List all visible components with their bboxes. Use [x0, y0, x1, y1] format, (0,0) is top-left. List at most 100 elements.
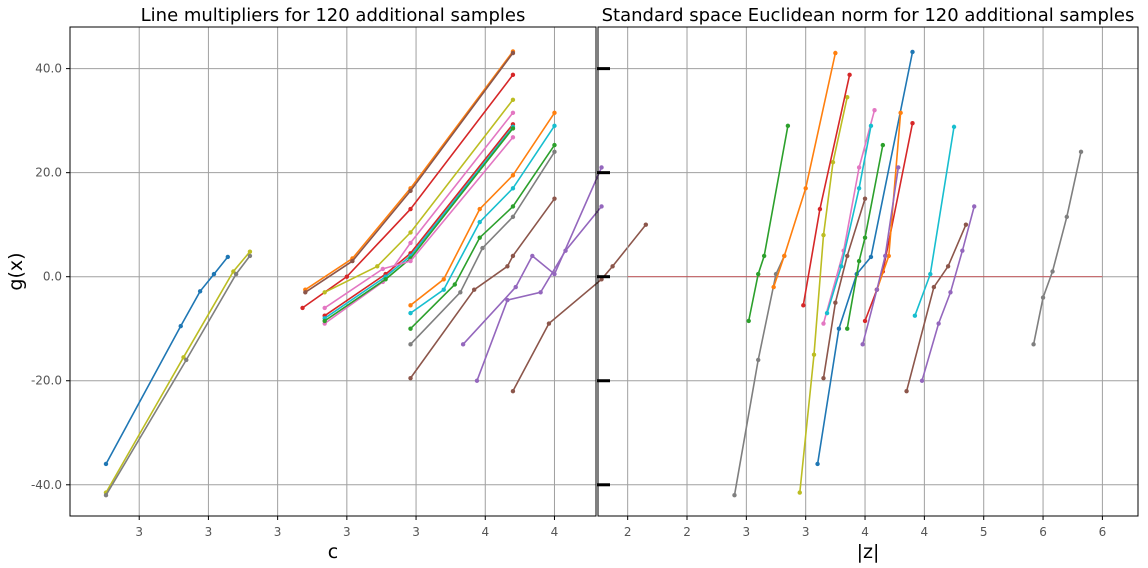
data-point — [1050, 269, 1055, 274]
y-tick-label: -20.0 — [31, 374, 62, 388]
data-point — [845, 326, 850, 331]
data-point — [477, 219, 482, 225]
x-tick-label: 4 — [481, 525, 489, 539]
data-point — [184, 357, 189, 363]
data-point — [408, 206, 413, 212]
data-point — [552, 271, 557, 277]
data-point — [510, 388, 516, 394]
x-tick-label: 3 — [802, 525, 810, 539]
data-point — [510, 72, 516, 78]
x-tick-label: 3 — [343, 525, 351, 539]
data-point — [599, 204, 604, 209]
series-line-s14 — [861, 167, 900, 345]
data-point — [505, 264, 510, 269]
data-point — [505, 297, 510, 303]
data-point — [945, 264, 951, 269]
data-point — [868, 254, 874, 260]
data-point — [510, 173, 516, 178]
data-point — [510, 186, 516, 191]
data-point — [322, 318, 327, 324]
data-point — [477, 235, 482, 240]
data-point — [178, 323, 183, 329]
data-point — [344, 274, 350, 279]
data-point — [510, 126, 516, 131]
data-point — [247, 253, 253, 259]
series-line-s20 — [512, 224, 647, 392]
data-point — [530, 253, 535, 259]
data-point — [225, 254, 230, 260]
data-point — [862, 318, 868, 324]
data-point — [862, 235, 868, 240]
data-point — [513, 284, 518, 290]
x-tick-label: 2 — [683, 525, 691, 539]
series-line-s16 — [905, 224, 967, 392]
series-line-s9 — [324, 123, 514, 317]
y-tick-label: 20.0 — [35, 166, 62, 180]
x-axis-label: |z| — [857, 541, 880, 563]
chart-title: Standard space Euclidean norm for 120 ad… — [602, 5, 1135, 26]
x-tick-label: 3 — [412, 525, 420, 539]
data-point — [845, 253, 850, 259]
plot-frame — [69, 26, 597, 517]
series-line-s5 — [747, 125, 789, 322]
data-point — [815, 461, 820, 467]
data-point — [811, 352, 817, 357]
data-point — [303, 290, 308, 295]
data-point — [746, 318, 751, 324]
data-point — [803, 186, 808, 191]
data-point — [599, 277, 604, 282]
data-point — [910, 121, 915, 126]
data-point — [300, 305, 305, 311]
data-point — [904, 388, 909, 394]
data-point — [732, 492, 737, 498]
data-point — [510, 204, 516, 209]
data-point — [441, 277, 446, 282]
data-point — [375, 264, 380, 269]
plot-frame — [597, 26, 1139, 517]
data-point — [471, 287, 477, 292]
series-line-s9 — [864, 123, 914, 322]
data-point — [408, 310, 413, 316]
x-tick-label: 6 — [1099, 525, 1107, 539]
data-point — [408, 258, 413, 264]
data-point — [552, 110, 557, 116]
data-point — [856, 258, 862, 264]
data-point — [458, 290, 463, 295]
data-point — [931, 284, 937, 290]
data-point — [1078, 149, 1084, 155]
data-point — [546, 321, 552, 326]
data-point — [910, 49, 915, 55]
series-line-s4 — [304, 51, 514, 291]
series-line-s2 — [105, 251, 251, 493]
data-point — [883, 253, 888, 259]
data-point — [408, 303, 413, 308]
x-tick-label: 2 — [624, 525, 632, 539]
data-point — [874, 287, 880, 292]
data-point — [510, 50, 516, 56]
data-point — [247, 249, 253, 254]
data-point — [510, 135, 516, 140]
data-point — [898, 110, 903, 116]
x-tick-label: 3 — [135, 525, 143, 539]
data-point — [833, 300, 838, 305]
data-point — [821, 375, 826, 381]
data-point — [928, 271, 933, 277]
data-point — [886, 253, 891, 259]
data-point — [830, 160, 836, 165]
data-point — [552, 149, 557, 155]
series-line-s15 — [921, 206, 975, 381]
data-point — [477, 206, 482, 212]
y-tick-label: -40.0 — [31, 478, 62, 492]
data-point — [563, 248, 568, 253]
series-line-s7 — [324, 99, 514, 294]
data-point — [960, 248, 965, 253]
series-line-s3 — [733, 255, 786, 496]
data-point — [181, 355, 186, 360]
series-line-s5 — [304, 52, 514, 293]
data-point — [610, 264, 615, 269]
data-point — [1040, 295, 1046, 300]
data-point — [103, 461, 109, 467]
data-point — [847, 72, 852, 78]
series-line-s8 — [826, 125, 872, 314]
